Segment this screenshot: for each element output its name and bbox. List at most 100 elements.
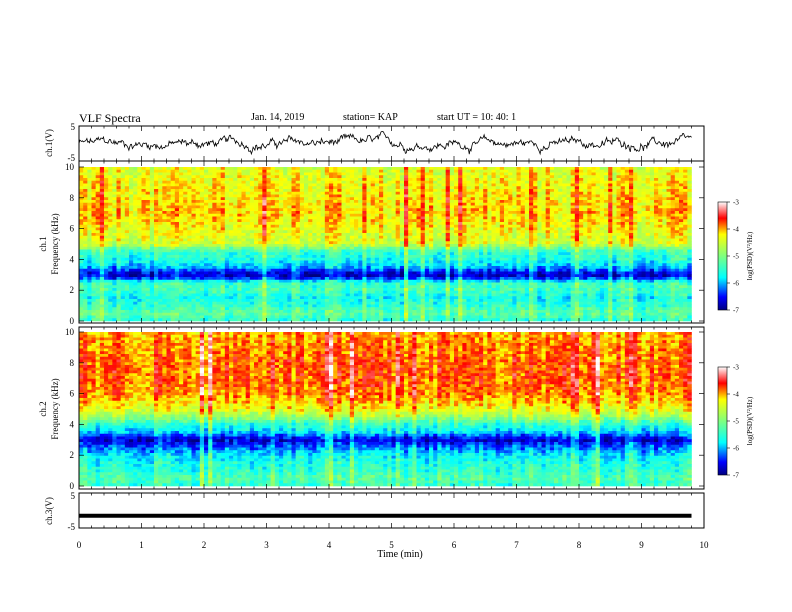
spectrogram-cell: [624, 252, 630, 256]
spectrogram-cell: [504, 235, 509, 239]
spectrogram-cell: [441, 249, 446, 253]
spectrogram-cell: [670, 169, 676, 173]
spectrogram-cell: [424, 180, 430, 184]
spectrogram-cell: [95, 244, 101, 248]
spectrogram-cell: [537, 178, 542, 182]
spectrogram-cell: [79, 233, 84, 237]
spectrogram-cell: [483, 189, 488, 193]
spectrogram-cell: [587, 252, 592, 256]
spectrogram-cell: [270, 183, 276, 187]
spectrogram-cell: [274, 235, 280, 239]
spectrogram-cell: [399, 227, 405, 231]
spectrogram-cell: [304, 249, 309, 253]
spectrogram-cell: [104, 186, 109, 190]
spectrogram-cell: [224, 219, 230, 223]
spectrogram-cell: [258, 216, 263, 220]
spectrogram-cell: [533, 246, 538, 250]
spectrogram-cell: [637, 235, 642, 239]
spectrogram-cell: [374, 249, 380, 253]
spectrogram-cell: [679, 216, 684, 220]
spectrogram-cell: [516, 255, 521, 259]
spectrogram-cell: [529, 233, 534, 237]
spectrogram-cell: [491, 222, 496, 226]
spectrogram-cell: [387, 180, 392, 184]
spectrogram-cell: [108, 175, 113, 179]
spectrogram-cell: [145, 255, 151, 259]
spectrogram-cell: [79, 178, 84, 182]
spectrogram-cell: [287, 186, 292, 190]
spectrogram-cell: [404, 205, 409, 209]
spectrogram-cell: [324, 216, 330, 220]
spectrogram-cell: [433, 216, 438, 220]
spectrogram-cell: [237, 219, 242, 223]
spectrogram-cell: [441, 200, 446, 204]
spectrogram-cell: [245, 227, 251, 231]
spectrogram-cell: [599, 230, 605, 234]
spectrogram-cell: [599, 197, 605, 201]
spectrogram-cell: [154, 200, 159, 204]
spectrogram-cell: [633, 222, 638, 226]
spectrogram-cell: [154, 255, 159, 259]
spectrogram-cell: [437, 216, 442, 220]
spectrogram-cell: [229, 227, 234, 231]
spectrogram-cell: [408, 169, 413, 173]
spectrogram-cell: [483, 246, 488, 250]
spectrogram-cell: [566, 208, 571, 212]
spectrogram-cell: [454, 186, 459, 190]
spectrogram-cell: [587, 213, 592, 217]
spectrogram-cell: [341, 175, 346, 179]
spectrogram-cell: [91, 246, 96, 250]
spectrogram-cell: [108, 249, 113, 253]
spectrogram-cell: [316, 180, 321, 184]
spectrogram-cell: [316, 235, 321, 239]
spectrogram-cell: [591, 208, 596, 212]
spectrogram-cell: [158, 180, 163, 184]
spectrogram-cell: [145, 200, 151, 204]
spectrogram-cell: [112, 197, 117, 201]
spectrogram-cell: [320, 178, 326, 182]
spectrogram-cell: [83, 246, 88, 250]
spectrogram-cell: [674, 233, 680, 237]
spectrogram-cell: [320, 224, 326, 228]
spectrogram-cell: [570, 205, 576, 209]
spectrogram-cell: [208, 233, 213, 237]
spectrogram-cell: [220, 255, 226, 259]
spectrogram-cell: [79, 175, 84, 179]
spectrogram-cell: [104, 208, 109, 212]
spectrogram-cell: [208, 211, 213, 215]
spectrogram-cell: [141, 244, 146, 248]
spectrogram-cell: [83, 175, 88, 179]
spectrogram-cell: [237, 189, 242, 193]
spectrogram-cell: [358, 197, 363, 201]
spectrogram-cell: [95, 235, 101, 239]
spectrogram-cell: [583, 186, 588, 190]
spectrogram-cell: [170, 224, 176, 228]
spectrogram-cell: [370, 255, 376, 259]
spectrogram-cell: [504, 167, 509, 171]
spectrogram-cell: [233, 238, 238, 242]
spectrogram-cell: [487, 180, 492, 184]
spectrogram-cell: [604, 186, 609, 190]
spectrogram-cell: [370, 208, 376, 212]
spectrogram-cell: [687, 186, 692, 190]
spectrogram-cell: [487, 238, 492, 242]
spectrogram-cell: [149, 180, 155, 184]
spectrogram-cell: [624, 189, 630, 193]
spectrogram-cell: [220, 197, 226, 201]
spectrogram-cell: [404, 238, 409, 242]
spectrogram-cell: [520, 252, 526, 256]
spectrogram-cell: [524, 244, 530, 248]
spectrogram-cell: [187, 175, 192, 179]
spectrogram-cell: [558, 244, 563, 248]
spectrogram-cell: [683, 244, 688, 248]
spectrogram-cell: [212, 178, 217, 182]
spectrogram-cell: [404, 191, 409, 195]
spectrogram-cell: [262, 208, 267, 212]
spectrogram-cell: [349, 238, 355, 242]
spectrogram-cell: [566, 213, 571, 217]
spectrogram-cell: [687, 238, 692, 242]
spectrogram-cell: [274, 213, 280, 217]
spectrogram-cell: [412, 241, 417, 245]
spectrogram-cell: [337, 244, 342, 248]
spectrogram-cell: [495, 230, 501, 234]
